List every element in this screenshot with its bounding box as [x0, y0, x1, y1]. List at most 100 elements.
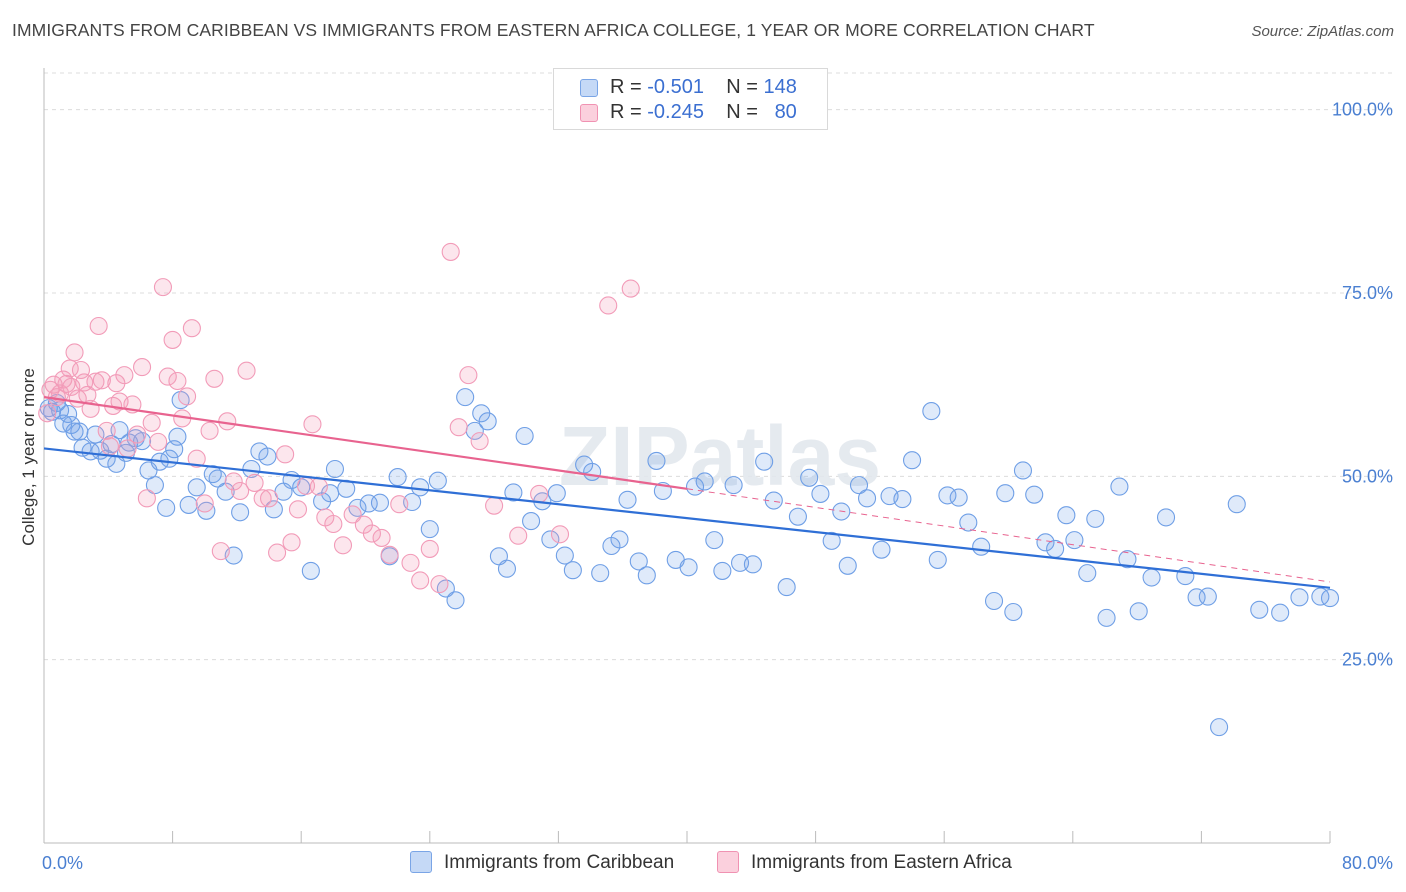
caribbean-point: [1004, 602, 1023, 622]
caribbean-point: [258, 447, 277, 466]
caribbean-point: [618, 490, 637, 509]
eastern-africa-point: [178, 387, 197, 406]
caribbean-point: [420, 520, 439, 539]
caribbean-point: [1057, 506, 1076, 525]
caribbean-point: [325, 459, 345, 479]
caribbean-point: [1086, 509, 1105, 528]
eastern-africa-point: [182, 319, 201, 338]
y-tick-label: 50.0%: [1342, 466, 1393, 486]
eastern-africa-point: [133, 358, 152, 377]
caribbean-point: [187, 478, 206, 497]
caribbean-point: [547, 484, 566, 503]
caribbean-point: [1025, 485, 1044, 504]
caribbean-point: [822, 531, 841, 550]
caribbean-point: [637, 566, 656, 585]
caribbean-point: [515, 426, 534, 446]
eastern-africa-point: [276, 445, 295, 464]
caribbean-point: [446, 591, 465, 610]
caribbean-point: [893, 490, 912, 509]
eastern-africa-point: [57, 374, 76, 393]
caribbean-point: [504, 483, 523, 502]
eastern-africa-point: [259, 489, 279, 508]
eastern-africa-point: [380, 545, 399, 564]
caribbean-point: [65, 422, 84, 441]
caribbean-point: [478, 412, 497, 431]
caribbean-point: [1129, 602, 1148, 621]
caribbean-point: [922, 402, 941, 421]
legend-item-caribbean[interactable]: Immigrants from Caribbean: [410, 851, 674, 874]
caribbean-point: [996, 484, 1015, 503]
caribbean-point: [1110, 477, 1129, 496]
x-tick-label-max: 80.0%: [1342, 853, 1393, 873]
caribbean-point: [629, 552, 648, 571]
legend-item-eastern-africa[interactable]: Immigrants from Eastern Africa: [717, 851, 1012, 874]
axes: [43, 68, 1331, 844]
eastern-africa-trend-extension: [686, 488, 1331, 583]
caribbean-point: [838, 556, 857, 575]
caribbean-point: [168, 427, 187, 446]
correlation-legend: R = -0.501 N = 148 R = -0.245 N = 80: [553, 68, 828, 130]
eastern-africa-point: [530, 484, 549, 503]
caribbean-point: [179, 495, 198, 514]
eastern-africa-point: [509, 526, 528, 545]
eastern-africa-point: [401, 553, 420, 572]
caribbean-point: [872, 540, 891, 559]
caribbean-swatch: [580, 79, 598, 97]
eastern-africa-point: [187, 449, 206, 468]
caribbean-point: [972, 537, 991, 556]
eastern-africa-point: [362, 524, 381, 543]
eastern-africa-point: [599, 296, 618, 315]
eastern-africa-point: [282, 533, 301, 552]
caribbean-point: [984, 591, 1004, 611]
legend-n-label: N =: [726, 76, 758, 98]
caribbean-point: [1210, 718, 1229, 737]
eastern-africa-point: [459, 366, 478, 385]
eastern-africa-point: [390, 495, 409, 514]
caribbean-point: [777, 578, 796, 597]
eastern-africa-point: [149, 432, 168, 451]
eastern-africa-points: [38, 242, 640, 594]
caribbean-point: [713, 561, 732, 580]
y-tick-label: 75.0%: [1342, 283, 1393, 303]
caribbean-point: [1097, 608, 1116, 627]
caribbean-point: [411, 478, 430, 497]
caribbean-point: [1142, 568, 1161, 587]
caribbean-point: [1013, 461, 1033, 480]
caribbean-point: [522, 512, 541, 531]
chart-title: IMMIGRANTS FROM CARIBBEAN VS IMMIGRANTS …: [12, 20, 1095, 40]
caribbean-point: [70, 422, 89, 441]
caribbean-point: [456, 388, 475, 407]
eastern-africa-point: [420, 539, 439, 558]
eastern-africa-point: [245, 473, 264, 492]
caribbean-point: [811, 484, 830, 503]
caribbean-point: [938, 486, 957, 505]
eastern-africa-point: [195, 494, 214, 513]
caribbean-point: [1271, 603, 1290, 622]
eastern-africa-point: [237, 361, 256, 380]
eastern-africa-point: [430, 575, 449, 594]
eastern-africa-point: [550, 525, 570, 544]
caribbean-point: [695, 472, 714, 491]
caribbean-point: [1227, 495, 1246, 514]
caribbean-point: [110, 421, 129, 440]
caribbean-point: [1156, 508, 1176, 527]
legend-r-label: R =: [610, 101, 642, 123]
eastern-africa-point: [163, 330, 182, 349]
caribbean-point: [583, 462, 602, 481]
caribbean-point: [388, 468, 407, 487]
caribbean-point: [1176, 567, 1195, 586]
eastern-africa-point: [333, 536, 353, 555]
caribbean-point: [157, 498, 176, 517]
caribbean-point: [231, 503, 250, 522]
caribbean-trend-line: [43, 447, 1331, 589]
y-tick-labels: 25.0% 50.0% 75.0% 100.0%: [1332, 100, 1393, 670]
x-tick-label-min: 0.0%: [42, 853, 83, 873]
y-tick-label: 100.0%: [1332, 100, 1393, 120]
caribbean-point: [705, 531, 724, 550]
caribbean-point: [949, 488, 968, 507]
eastern-africa-point: [211, 542, 230, 561]
caribbean-point: [497, 559, 517, 578]
caribbean-point: [1198, 587, 1217, 606]
caribbean-point: [959, 513, 978, 532]
eastern-africa-point: [268, 543, 287, 562]
